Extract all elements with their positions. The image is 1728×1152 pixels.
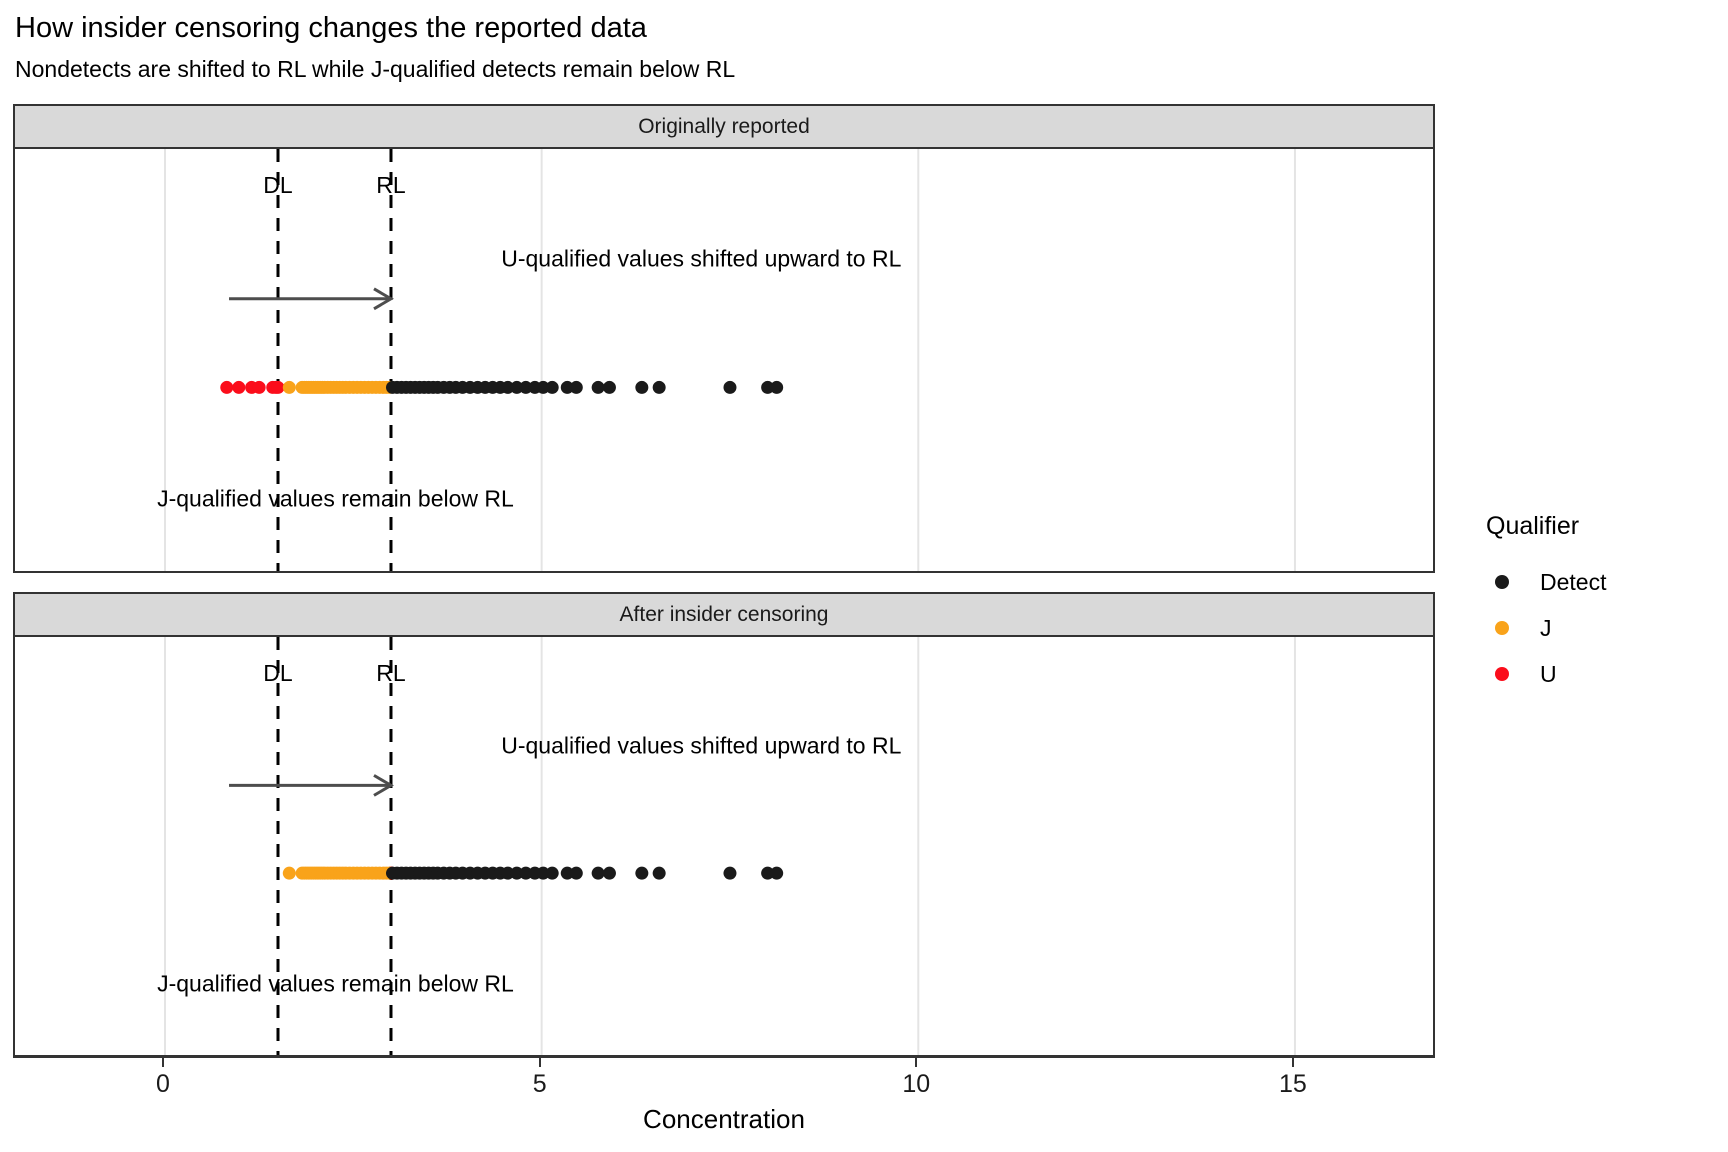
data-point-u	[232, 380, 246, 394]
facet-strip-label: Originally reported	[638, 114, 810, 138]
legend-item-detect: Detect	[1486, 559, 1716, 605]
data-point-detect	[591, 866, 605, 880]
data-point-detect	[545, 380, 559, 394]
data-point-j	[282, 380, 296, 394]
data-point-detect	[501, 380, 515, 394]
data-point-detect	[519, 380, 533, 394]
data-point-detect	[560, 866, 574, 880]
legend-item-j: J	[1486, 605, 1716, 651]
j-remain-annotation: J-qualified values remain below RL	[157, 485, 514, 512]
j-remain-annotation: J-qualified values remain below RL	[157, 970, 514, 997]
legend: Qualifier Detect J U	[1486, 512, 1716, 697]
panel-plot-canvas	[164, 149, 1296, 571]
data-point-detect	[723, 380, 737, 394]
data-point-detect	[770, 380, 784, 394]
shift-arrow-head	[373, 287, 394, 311]
dl-reference-label: DL	[263, 659, 293, 686]
x-tick-label: 5	[532, 1070, 547, 1098]
legend-title: Qualifier	[1486, 512, 1580, 540]
u-point-icon	[1495, 667, 1509, 681]
legend-item-label: Detect	[1540, 568, 1607, 595]
data-point-detect	[545, 866, 559, 880]
data-point-detect	[519, 866, 533, 880]
facet-strip-after-censoring: After insider censoring	[13, 592, 1435, 637]
data-point-detect	[635, 380, 649, 394]
panel-plot-canvas	[164, 637, 1296, 1055]
u-shift-annotation: U-qualified values shifted upward to RL	[501, 732, 902, 759]
chart-subtitle: Nondetects are shifted to RL while J-qua…	[15, 56, 736, 82]
x-tick-mark	[538, 1058, 541, 1067]
legend-item-label: J	[1540, 614, 1552, 641]
data-point-detect	[602, 866, 616, 880]
data-point-detect	[591, 380, 605, 394]
shift-arrow-head	[373, 774, 394, 797]
data-point-u	[220, 380, 234, 394]
data-point-detect	[560, 380, 574, 394]
data-point-detect	[770, 866, 784, 880]
x-axis: 0 5 10 15	[13, 1058, 1435, 1118]
detect-point-icon	[1495, 575, 1509, 589]
rl-reference-label: RL	[376, 659, 406, 686]
x-tick-mark	[1291, 1058, 1294, 1067]
data-point-j	[282, 866, 296, 880]
data-point-detect	[723, 866, 737, 880]
data-point-detect	[602, 380, 616, 394]
u-shift-annotation: U-qualified values shifted upward to RL	[501, 245, 902, 272]
data-point-detect	[569, 866, 583, 880]
legend-item-label: U	[1540, 660, 1557, 687]
data-point-detect	[635, 866, 649, 880]
x-tick-mark	[915, 1058, 918, 1067]
x-tick-label: 15	[1279, 1070, 1307, 1098]
facet-strip-originally-reported: Originally reported	[13, 104, 1435, 149]
data-point-detect	[761, 866, 775, 880]
data-point-detect	[510, 380, 524, 394]
facet-panel-after-censoring: DL RL U-qualified values shifted upward …	[13, 637, 1435, 1058]
j-point-icon	[1495, 621, 1509, 635]
data-point-detect	[652, 380, 666, 394]
facet-strip-label: After insider censoring	[619, 602, 829, 626]
chart-title: How insider censoring changes the report…	[15, 12, 647, 44]
data-point-detect	[536, 380, 550, 394]
rl-reference-label: RL	[376, 172, 406, 199]
data-point-detect	[569, 380, 583, 394]
data-point-detect	[510, 866, 524, 880]
data-point-u	[252, 380, 266, 394]
legend-item-u: U	[1486, 651, 1716, 697]
data-point-detect	[536, 866, 550, 880]
x-axis-title: Concentration	[643, 1104, 805, 1134]
data-point-detect	[501, 866, 515, 880]
data-point-detect	[761, 380, 775, 394]
x-tick-label: 0	[156, 1070, 170, 1098]
data-point-u	[271, 380, 285, 394]
x-tick-mark	[162, 1058, 164, 1067]
facet-panel-originally-reported: DL RL U-qualified values shifted upward …	[13, 149, 1435, 573]
data-point-detect	[652, 866, 666, 880]
x-tick-label: 10	[902, 1070, 931, 1098]
dl-reference-label: DL	[263, 172, 293, 199]
